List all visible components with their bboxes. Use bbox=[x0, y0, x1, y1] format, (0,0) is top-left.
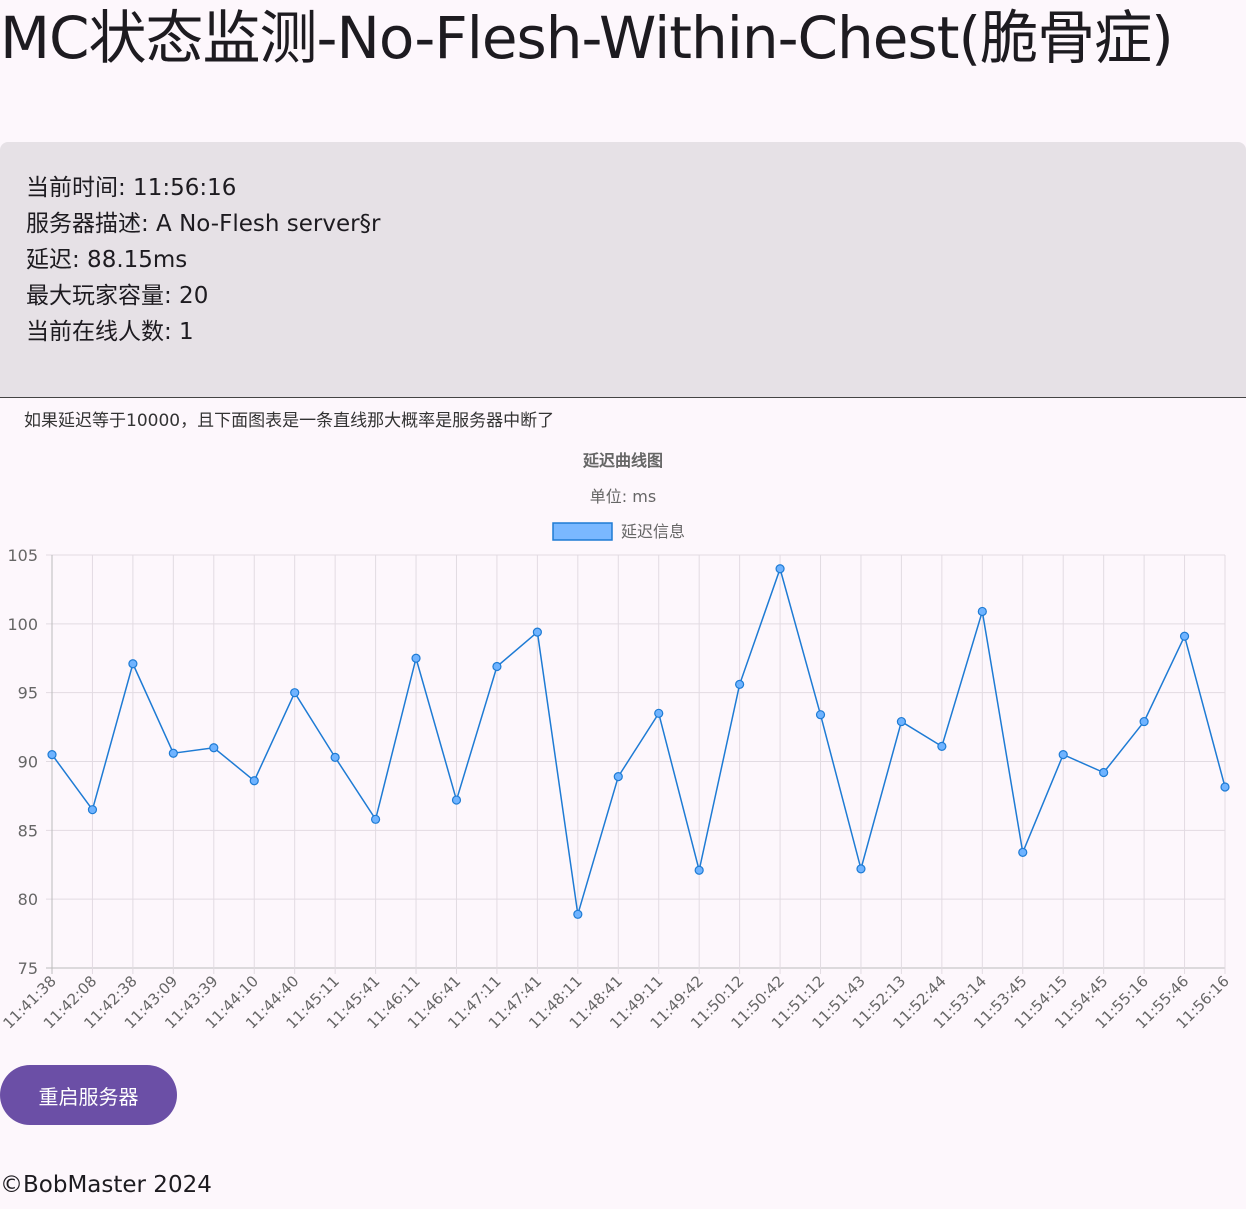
latency-line bbox=[51, 566, 1226, 915]
data-point bbox=[1220, 782, 1230, 792]
data-point bbox=[815, 710, 826, 720]
y-tick-label: 105 bbox=[7, 546, 38, 565]
data-point bbox=[330, 752, 340, 762]
legend-label[interactable]: 延迟信息 bbox=[621, 522, 685, 541]
data-point bbox=[735, 679, 745, 690]
data-point bbox=[1099, 767, 1109, 778]
y-tick-label: 90 bbox=[18, 753, 38, 772]
outage-note: 如果延迟等于10000，且下面图表是一条直线那大概率是服务器中断了 bbox=[24, 411, 555, 431]
restart-server-button[interactable]: 重启服务器 bbox=[0, 1065, 177, 1125]
y-tick-label: 80 bbox=[18, 890, 38, 909]
data-point bbox=[209, 743, 219, 753]
latency-chart: 延迟曲线图 单位: ms 延迟信息 758085909510010511:41:… bbox=[0, 451, 1233, 1032]
data-point bbox=[573, 909, 583, 919]
data-point bbox=[47, 750, 57, 760]
data-point bbox=[249, 776, 259, 786]
data-point bbox=[977, 606, 987, 617]
data-point bbox=[937, 741, 947, 751]
y-tick-label: 75 bbox=[18, 959, 38, 978]
data-point bbox=[1139, 716, 1149, 727]
server-info-panel: 当前时间: 11:56:16 服务器描述: A No-Flesh server§… bbox=[0, 142, 1246, 398]
server-description: 服务器描述: A No-Flesh server§r bbox=[26, 211, 381, 237]
data-point bbox=[1018, 847, 1028, 857]
y-tick-label: 95 bbox=[18, 684, 38, 703]
chart-subtitle: 单位: ms bbox=[590, 487, 656, 506]
data-point bbox=[775, 564, 785, 574]
data-point bbox=[411, 653, 421, 663]
data-point bbox=[168, 748, 178, 758]
data-point bbox=[492, 661, 502, 672]
data-point bbox=[532, 627, 542, 637]
y-tick-label: 100 bbox=[7, 615, 38, 634]
current-time: 当前时间: 11:56:16 bbox=[26, 175, 237, 201]
online-players: 当前在线人数: 1 bbox=[26, 319, 194, 345]
data-point bbox=[654, 708, 664, 718]
y-tick-label: 85 bbox=[18, 821, 38, 840]
max-players: 最大玩家容量: 20 bbox=[26, 283, 209, 309]
data-point bbox=[451, 795, 462, 805]
latency: 延迟: 88.15ms bbox=[26, 247, 188, 273]
data-point bbox=[613, 772, 623, 782]
legend-swatch[interactable] bbox=[552, 522, 613, 541]
footer-copyright: ©BobMaster 2024 bbox=[0, 1172, 212, 1198]
data-point bbox=[290, 688, 300, 698]
data-point bbox=[87, 805, 98, 815]
data-point bbox=[1179, 631, 1190, 641]
chart-title: 延迟曲线图 bbox=[582, 451, 663, 470]
data-point bbox=[694, 865, 704, 875]
data-point bbox=[896, 716, 907, 727]
page-title: MC状态监测-No-Flesh-Within-Chest(脆骨症) bbox=[0, 4, 1174, 72]
data-point bbox=[370, 814, 381, 824]
data-point bbox=[1058, 750, 1068, 760]
data-point bbox=[856, 864, 866, 874]
data-point bbox=[128, 659, 138, 669]
